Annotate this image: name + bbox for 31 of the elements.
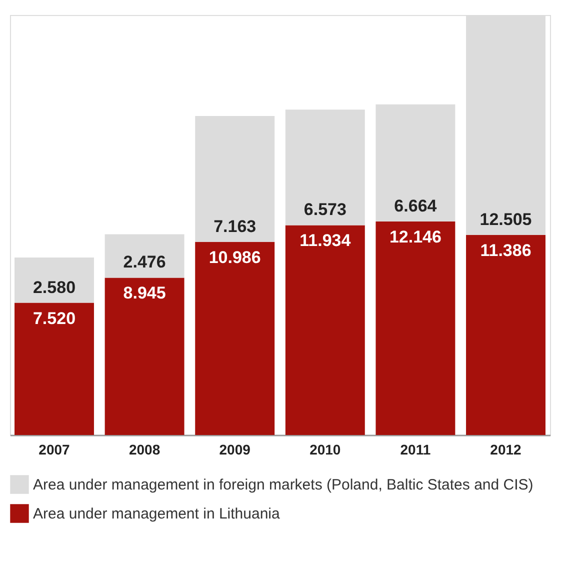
bar <box>104 234 184 278</box>
x-tick-label: 2010 <box>310 442 341 458</box>
bar <box>14 257 94 303</box>
bar <box>285 110 365 226</box>
x-tick-label: 2011 <box>400 442 431 458</box>
data-label: 2.580 <box>32 278 76 297</box>
bar <box>285 225 365 435</box>
data-label: 11.934 <box>300 231 352 250</box>
bar <box>195 242 275 435</box>
x-tick-label: 2012 <box>490 442 522 458</box>
bar <box>466 234 546 435</box>
bar <box>104 278 184 435</box>
x-tick-label: 2009 <box>219 442 251 458</box>
data-label: 2.476 <box>123 252 166 272</box>
data-label: 6.664 <box>394 196 438 216</box>
data-label: 12.505 <box>480 210 532 229</box>
data-label: 7.163 <box>214 216 256 236</box>
bar <box>376 104 456 222</box>
legend-label: Area under management in Lithuania <box>33 506 280 522</box>
bar <box>195 116 275 242</box>
data-label: 10.986 <box>208 248 261 267</box>
data-label: 8.945 <box>123 284 166 303</box>
bar <box>14 302 94 435</box>
x-tick-label: 2007 <box>38 442 70 458</box>
data-label: 6.573 <box>304 200 346 220</box>
data-label: 11.386 <box>480 240 532 260</box>
data-label: 12.146 <box>389 227 442 246</box>
bar <box>376 221 456 435</box>
x-tick-label: 2008 <box>128 442 160 458</box>
legend-label: Area under management in foreign markets (Poland, Baltic States and CIS) <box>33 476 534 494</box>
data-label: 7.520 <box>32 308 76 328</box>
